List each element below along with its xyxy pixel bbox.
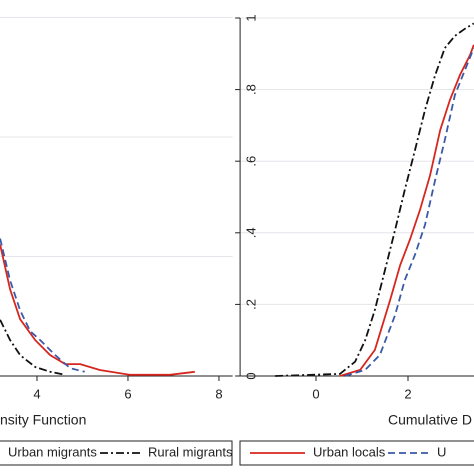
x-tick-label: 4	[33, 386, 40, 401]
y-tick-label: .8	[243, 84, 258, 95]
legend-label: Urban migrants	[8, 444, 97, 459]
y-tick-label: 1	[243, 14, 258, 21]
series-line	[0, 319, 66, 376]
series-line	[344, 47, 474, 377]
y-tick-label: .6	[243, 156, 258, 167]
x-axis-label: Cumulative D	[388, 412, 472, 428]
x-tick-label: 6	[124, 386, 131, 401]
series-line	[0, 244, 195, 376]
x-tick-label: 8	[215, 386, 222, 401]
legend-label: Urban locals	[313, 444, 386, 459]
y-tick-label: .2	[243, 299, 258, 310]
series-line	[0, 238, 85, 373]
x-tick-label: 2	[404, 386, 411, 401]
legend-label: Rural migrants	[148, 444, 233, 459]
y-tick-label: .4	[243, 227, 258, 238]
legend-label: U	[437, 444, 446, 459]
series-line	[275, 22, 474, 377]
x-axis-label: nsity Function	[0, 412, 86, 428]
series-line	[339, 44, 474, 377]
x-tick-label: 0	[312, 386, 319, 401]
